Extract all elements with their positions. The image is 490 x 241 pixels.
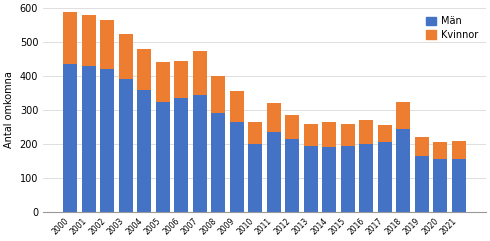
Bar: [156, 62, 170, 101]
Bar: [230, 91, 244, 122]
Bar: [193, 95, 207, 212]
Bar: [304, 146, 318, 212]
Bar: [100, 20, 114, 69]
Bar: [415, 137, 429, 156]
Y-axis label: Antal omkomna: Antal omkomna: [4, 72, 14, 148]
Bar: [396, 101, 410, 129]
Bar: [119, 34, 133, 80]
Bar: [174, 98, 188, 212]
Bar: [433, 159, 447, 212]
Bar: [174, 61, 188, 98]
Bar: [415, 156, 429, 212]
Bar: [378, 125, 392, 142]
Bar: [322, 122, 336, 147]
Bar: [359, 120, 373, 144]
Bar: [137, 49, 151, 90]
Bar: [452, 159, 466, 212]
Bar: [63, 12, 77, 64]
Bar: [378, 142, 392, 212]
Bar: [119, 80, 133, 212]
Bar: [211, 76, 225, 114]
Bar: [304, 124, 318, 146]
Bar: [137, 90, 151, 212]
Bar: [341, 146, 355, 212]
Bar: [267, 103, 281, 132]
Bar: [285, 115, 299, 139]
Bar: [82, 15, 96, 66]
Legend: Män, Kvinnor: Män, Kvinnor: [423, 13, 481, 43]
Bar: [248, 144, 262, 212]
Bar: [248, 122, 262, 144]
Bar: [396, 129, 410, 212]
Bar: [193, 51, 207, 95]
Bar: [63, 64, 77, 212]
Bar: [322, 147, 336, 212]
Bar: [359, 144, 373, 212]
Bar: [156, 101, 170, 212]
Bar: [285, 139, 299, 212]
Bar: [452, 141, 466, 159]
Bar: [211, 114, 225, 212]
Bar: [100, 69, 114, 212]
Bar: [267, 132, 281, 212]
Bar: [341, 124, 355, 146]
Bar: [433, 142, 447, 159]
Bar: [82, 66, 96, 212]
Bar: [230, 122, 244, 212]
